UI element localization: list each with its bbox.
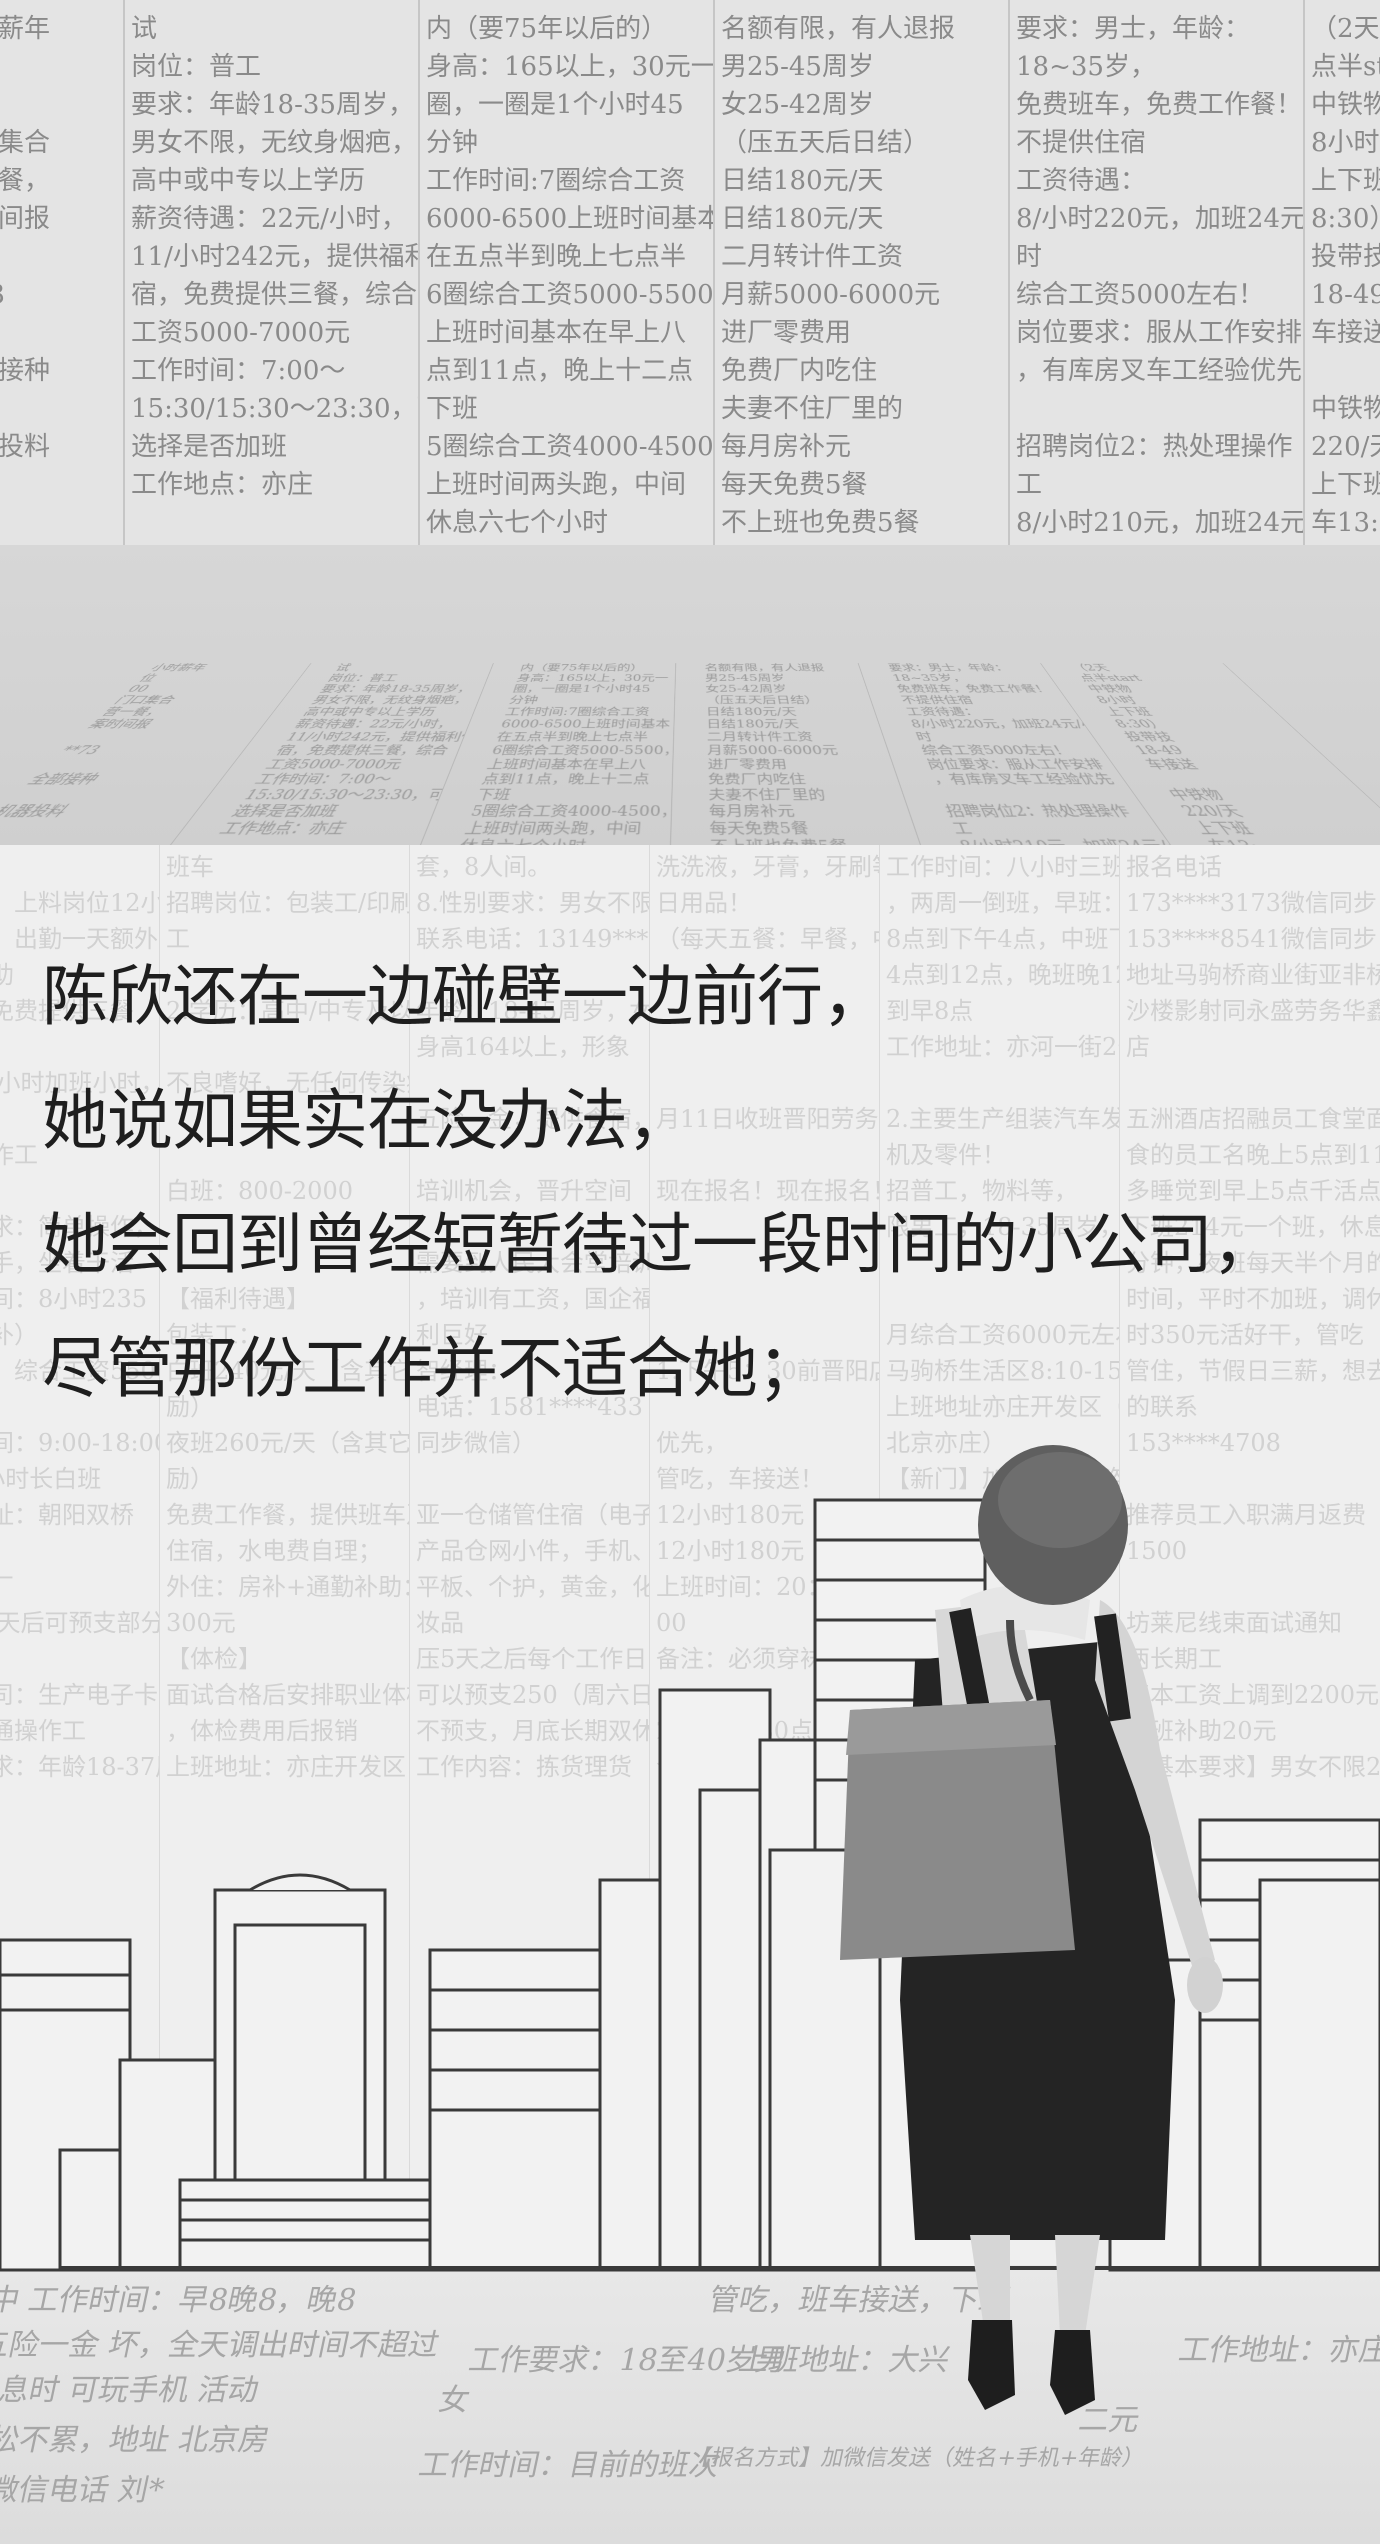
story-caption: 陈欣还在一边碰壁一边前行， 她说如果实在没办法， 她会回到曾经短暂待过一段时间的…	[42, 935, 1342, 1431]
caption-line: 她说如果实在没办法，	[42, 1059, 1342, 1183]
caption-line: 陈欣还在一边碰壁一边前行，	[42, 935, 1342, 1059]
caption-line: 她会回到曾经短暂待过一段时间的小公司，	[42, 1183, 1342, 1307]
caption-line: 尽管那份工作并不适合她；	[42, 1307, 1342, 1431]
